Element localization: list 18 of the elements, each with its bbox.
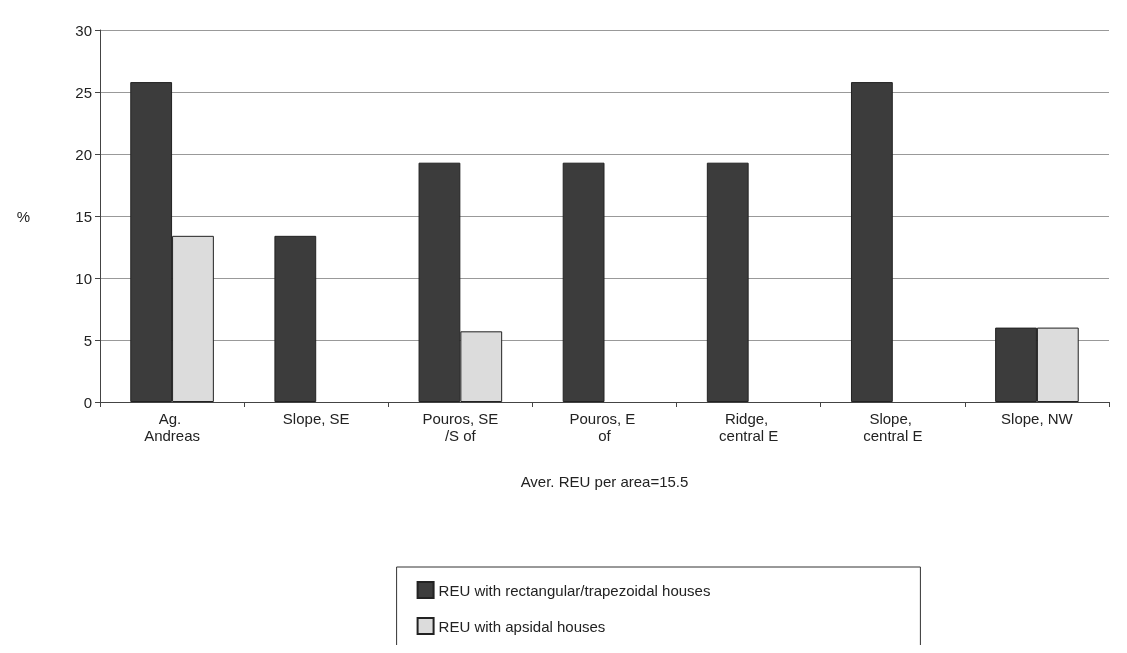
y-tick-label: 20 — [75, 145, 92, 163]
x-tick-label: Slope, SE — [282, 410, 350, 427]
y-tick-label: 15 — [75, 207, 92, 225]
y-tick-label: 30 — [75, 21, 92, 39]
x-tick-label: Ridge, central E — [719, 410, 779, 444]
x-tick-label: Slope, NW — [1001, 410, 1074, 427]
legend-label: REU with apsidal houses — [438, 617, 606, 635]
y-axis-title: % — [16, 207, 30, 225]
x-tick-label: Pouros, E of — [569, 410, 640, 444]
x-tick-label: Pouros, SE/S of — [422, 410, 499, 444]
y-tick-label: 10 — [75, 269, 92, 287]
legend-label: REU with rectangular/trapezoidal houses — [438, 581, 711, 599]
y-tick-label: 25 — [75, 83, 92, 101]
x-tick-label: Ag. Andreas — [144, 410, 201, 444]
x-tick-label: Slope, central E — [863, 410, 923, 444]
y-tick-label: 5 — [83, 331, 92, 349]
y-tick-label: 0 — [83, 393, 92, 411]
x-axis-title: Aver. REU per area=15.5 — [520, 473, 689, 490]
